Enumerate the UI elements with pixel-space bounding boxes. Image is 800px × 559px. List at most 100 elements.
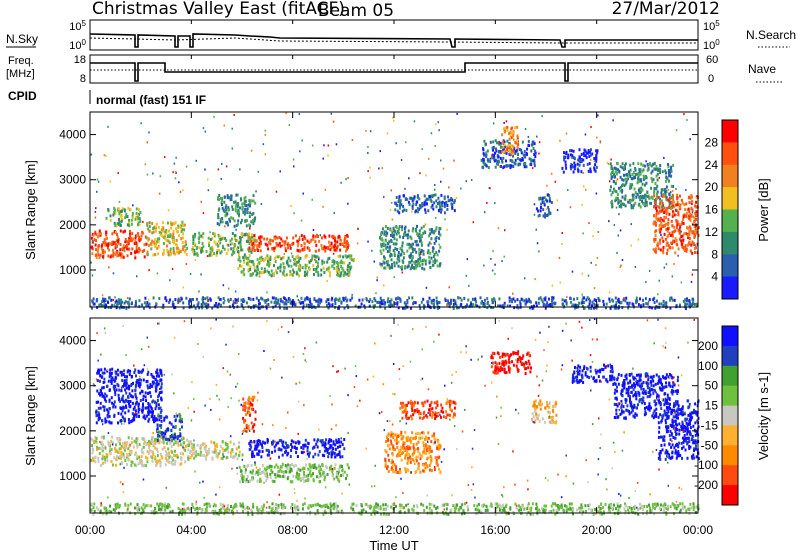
power-cell xyxy=(652,170,654,173)
velocity-cell xyxy=(161,441,163,444)
power-cell xyxy=(629,173,631,175)
power-cell xyxy=(682,239,684,242)
velocity-cell xyxy=(316,467,318,470)
velocity-cell xyxy=(161,420,163,423)
power-cell xyxy=(411,296,413,299)
power-cell xyxy=(217,216,219,219)
power-cell xyxy=(369,167,371,169)
power-cell xyxy=(240,246,242,249)
power-cell xyxy=(240,221,242,224)
velocity-cell xyxy=(100,368,102,371)
power-cell xyxy=(695,201,697,204)
power-cell xyxy=(136,212,138,215)
power-cell xyxy=(657,293,659,295)
power-cell xyxy=(602,300,604,303)
velocity-cell xyxy=(187,457,189,460)
power-cell xyxy=(579,164,581,167)
power-cell xyxy=(562,232,564,234)
power-cell xyxy=(646,176,648,179)
velocity-cell xyxy=(109,368,111,371)
power-cell xyxy=(659,242,661,245)
power-cell xyxy=(509,138,511,141)
power-cell xyxy=(667,235,669,238)
velocity-cell xyxy=(118,440,120,443)
power-cell xyxy=(640,195,642,198)
velocity-cell xyxy=(104,461,106,464)
velocity-cell xyxy=(253,430,255,433)
power-cell xyxy=(653,214,655,217)
power-cell xyxy=(334,260,336,263)
power-cell xyxy=(252,222,254,225)
power-cell xyxy=(108,249,110,252)
power-cell xyxy=(266,244,268,247)
velocity-cell xyxy=(173,454,175,457)
power-cell xyxy=(172,268,174,270)
power-cell xyxy=(339,249,341,252)
power-cell xyxy=(95,211,97,213)
power-cell xyxy=(681,199,683,202)
velocity-cell xyxy=(242,398,244,401)
power-cell xyxy=(425,263,427,266)
power-cell xyxy=(632,303,634,306)
power-cell xyxy=(424,194,426,197)
power-cell xyxy=(598,231,600,233)
power-cell xyxy=(609,291,611,293)
power-cell xyxy=(526,301,528,304)
power-cell xyxy=(230,247,232,250)
power-cell xyxy=(127,207,129,210)
power-cell xyxy=(565,152,567,155)
power-cell xyxy=(259,302,261,305)
velocity-cell xyxy=(154,415,156,418)
power-cell xyxy=(141,231,143,234)
power-cell xyxy=(447,304,449,306)
power-cell xyxy=(692,212,694,214)
velocity-cell xyxy=(160,386,162,389)
power-cell xyxy=(155,302,157,305)
power-cell xyxy=(639,297,641,300)
velocity-cell xyxy=(316,475,318,478)
power-cell xyxy=(287,263,289,266)
power-cell xyxy=(392,219,394,221)
power-cell xyxy=(499,165,501,167)
power-cell xyxy=(532,159,534,162)
power-cell xyxy=(401,228,403,231)
power-cell xyxy=(337,265,339,268)
power-cell xyxy=(677,255,679,257)
power-cell xyxy=(235,209,237,212)
power-cell xyxy=(562,298,564,301)
power-cell xyxy=(528,144,530,147)
power-cell xyxy=(371,300,373,303)
power-cell xyxy=(322,206,324,208)
power-cell xyxy=(132,212,134,215)
power-cell xyxy=(362,299,364,302)
power-cell xyxy=(238,258,240,261)
power-cell xyxy=(358,299,360,302)
power-cell xyxy=(315,270,317,273)
power-cell xyxy=(551,201,553,204)
power-cell xyxy=(340,271,342,274)
velocity-cell xyxy=(122,400,124,403)
power-cell xyxy=(517,153,519,156)
velocity-cell xyxy=(131,389,133,392)
power-cell xyxy=(329,248,331,251)
velocity-cell xyxy=(116,437,118,440)
power-cell xyxy=(655,207,657,210)
power-cell xyxy=(113,299,115,301)
power-cell xyxy=(589,162,591,165)
power-cell xyxy=(346,243,348,246)
velocity-cell xyxy=(251,408,253,411)
velocity-cell xyxy=(100,389,102,392)
power-cell xyxy=(291,243,293,246)
power-cell xyxy=(566,301,568,304)
power-cell xyxy=(403,209,405,212)
power-cell xyxy=(653,238,655,241)
velocity-cell xyxy=(111,368,113,371)
power-cell xyxy=(634,188,636,191)
power-cell xyxy=(271,269,273,272)
power-cell xyxy=(421,301,423,304)
power-cell xyxy=(402,259,404,262)
power-cell xyxy=(137,246,139,248)
power-cell xyxy=(320,269,322,272)
velocity-cell xyxy=(186,439,188,442)
